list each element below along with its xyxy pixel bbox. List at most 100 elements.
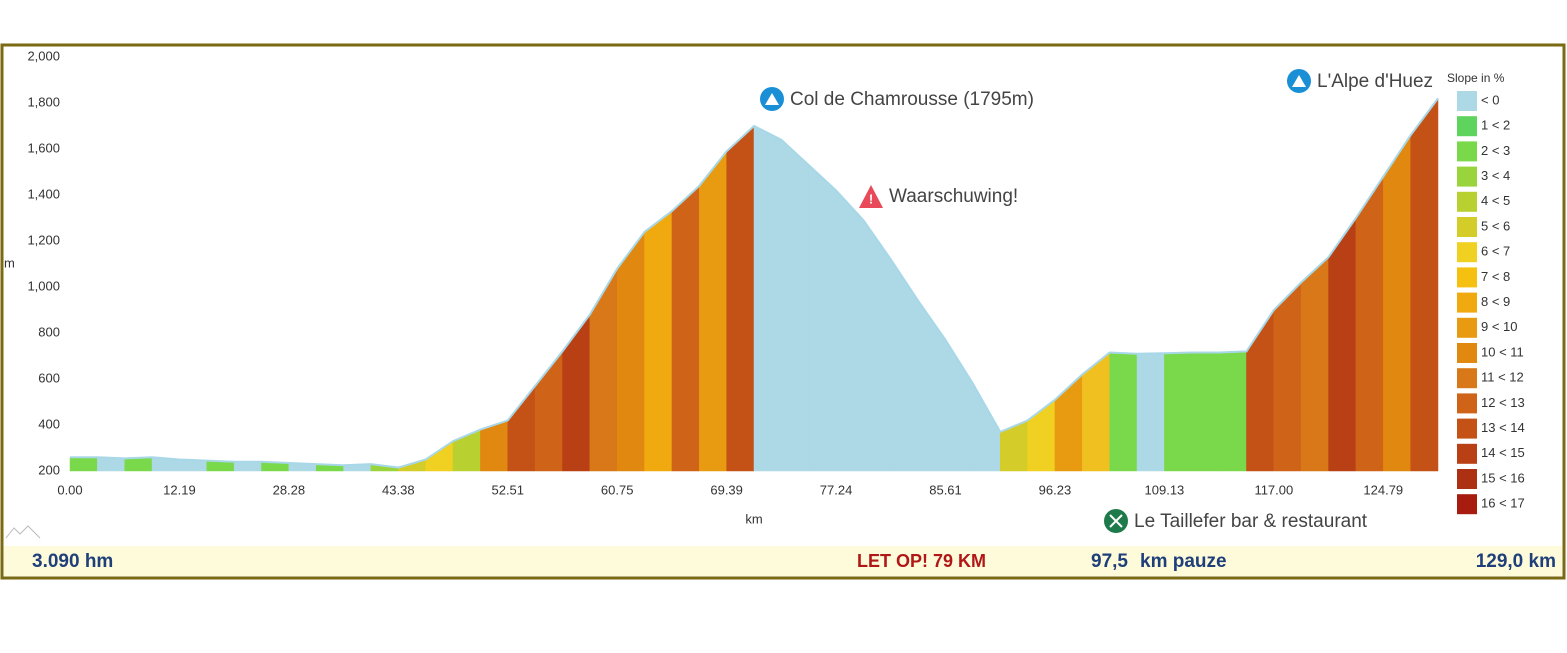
y-tick-label: 800 (38, 324, 60, 339)
x-tick-label: 69.39 (710, 482, 743, 497)
footer-climb: 3.090 hm (32, 551, 113, 572)
slope-segment (699, 150, 727, 472)
legend-swatch (1457, 343, 1477, 363)
warning-icon (859, 185, 883, 208)
x-tick-label: 77.24 (820, 482, 853, 497)
legend-swatch (1457, 418, 1477, 439)
slope-segment (1218, 351, 1247, 472)
legend-label: 16 < 17 (1481, 496, 1525, 511)
summit-icon-glyph (1292, 75, 1306, 87)
legend-label: 2 < 3 (1481, 143, 1510, 158)
slope-segment (1355, 175, 1384, 472)
x-tick-label: 28.28 (273, 482, 306, 497)
legend-swatch (1457, 443, 1477, 464)
y-tick-label: 1,200 (27, 232, 60, 247)
annotation: L'Alpe d'Huez (1317, 71, 1433, 92)
x-tick-label: 52.51 (491, 482, 524, 497)
legend-label: 13 < 14 (1481, 420, 1525, 435)
slope-segment (1410, 97, 1439, 472)
slope-segment (726, 125, 755, 472)
annotation: Col de Chamrousse (1795m) (790, 89, 1034, 110)
x-tick-label: 43.38 (382, 482, 415, 497)
slope-segment (233, 461, 262, 472)
slope-segment (1383, 134, 1411, 472)
legend-label: 9 < 10 (1481, 319, 1518, 334)
restaurant-icon-glyph (1109, 514, 1123, 528)
legend-swatch (1457, 368, 1477, 389)
slope-segment (1300, 256, 1329, 472)
profile-line (70, 97, 1439, 469)
slope-segment (835, 189, 864, 472)
legend-label: 14 < 15 (1481, 445, 1525, 460)
legend-title: Slope in % (1447, 71, 1505, 85)
legend: < 0 1 < 2 2 < 3 3 < 4 4 < 5 5 < 6 6 < 7 7 < 8 8 … (1457, 91, 1525, 515)
legend-swatch (1457, 116, 1477, 137)
footer-pause-text: km pauze (1140, 551, 1227, 572)
y-tick-label: 1,000 (27, 278, 60, 293)
legend-swatch (1457, 292, 1477, 313)
legend-label: 12 < 13 (1481, 395, 1525, 410)
y-tick-label: 1,800 (27, 94, 60, 109)
slope-segment (671, 185, 700, 472)
slope-segment (1136, 352, 1165, 472)
slope-segment (1191, 352, 1220, 472)
legend-label: 10 < 11 (1481, 344, 1524, 359)
slope-segment (69, 456, 98, 472)
legend-label: 7 < 8 (1481, 269, 1510, 284)
legend-label: 8 < 9 (1481, 294, 1510, 309)
y-tick-label: 1,400 (27, 186, 60, 201)
legend-swatch (1457, 393, 1477, 414)
footer-warning: LET OP! 79 KM (857, 551, 986, 571)
legend-label: 4 < 5 (1481, 193, 1510, 208)
annotation: Le Taillefer bar & restaurant (1134, 511, 1368, 532)
legend-swatch (1457, 166, 1477, 187)
slope-segment (1328, 217, 1357, 472)
x-tick-label: 12.19 (163, 482, 196, 497)
slope-segment (1164, 352, 1193, 472)
legend-swatch (1457, 242, 1477, 263)
legend-swatch (1457, 469, 1477, 489)
slope-segment (616, 231, 645, 472)
x-axis-label: km (745, 511, 762, 526)
legend-swatch (1457, 91, 1477, 111)
x-tick-label: 109.13 (1145, 482, 1185, 497)
legend-label: 6 < 7 (1481, 244, 1510, 259)
slope-segment (1109, 352, 1138, 472)
summit-icon-glyph (765, 93, 779, 105)
footer-total: 129,0 km (1476, 551, 1556, 572)
slope-segment (753, 125, 782, 472)
slope-segment (124, 456, 153, 472)
legend-swatch (1457, 217, 1477, 237)
footer-band (4, 546, 1562, 576)
legend-swatch (1457, 317, 1477, 338)
legend-label: 15 < 16 (1481, 470, 1525, 485)
warning-icon-glyph: ! (869, 191, 873, 206)
x-tick-label: 85.61 (929, 482, 962, 497)
x-tick-label: 124.79 (1363, 482, 1403, 497)
legend-label: 5 < 6 (1481, 218, 1510, 233)
x-tick-label: 60.75 (601, 482, 634, 497)
y-axis-label: m (4, 255, 15, 270)
y-tick-label: 1,600 (27, 140, 60, 155)
y-tick-label: 2,000 (27, 48, 60, 63)
x-tick-label: 96.23 (1039, 482, 1072, 497)
slope-segment (97, 456, 125, 472)
legend-label: 1 < 2 (1481, 118, 1510, 133)
legend-label: 3 < 4 (1481, 168, 1510, 183)
legend-swatch (1457, 191, 1477, 212)
logo (5, 525, 41, 539)
legend-swatch (1457, 494, 1477, 515)
plot (64, 56, 1439, 472)
y-tick-label: 400 (38, 416, 60, 431)
footer-pause-value: 97,5 (1091, 551, 1128, 572)
slope-segment (1273, 281, 1302, 472)
annotation: Waarschuwing! (889, 186, 1018, 207)
slope-segment (781, 139, 809, 472)
x-tick-label: 117.00 (1254, 482, 1293, 497)
y-tick-label: 200 (38, 462, 60, 477)
slope-segment (808, 164, 837, 472)
y-tick-label: 600 (38, 370, 60, 385)
legend-swatch (1457, 267, 1477, 288)
legend-swatch (1457, 141, 1477, 162)
